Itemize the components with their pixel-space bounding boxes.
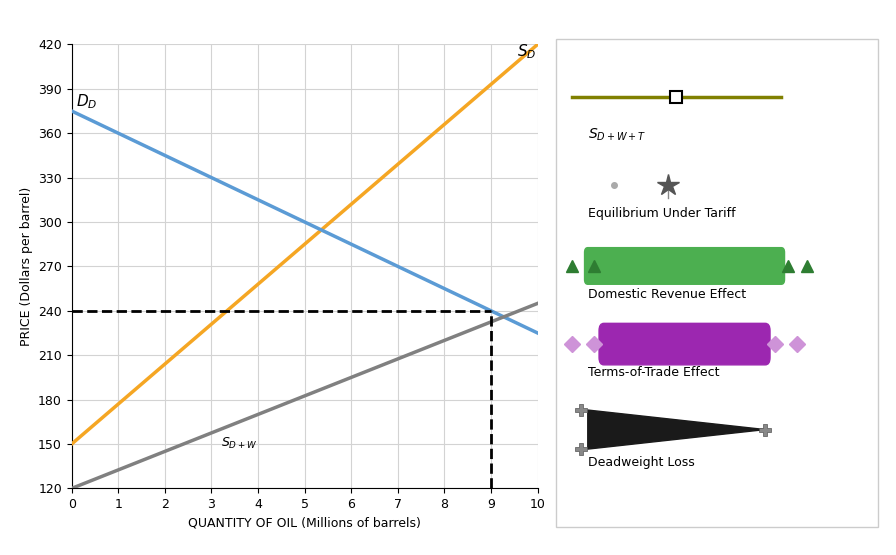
- Text: Deadweight Loss: Deadweight Loss: [588, 456, 694, 470]
- FancyBboxPatch shape: [584, 248, 785, 284]
- Text: Domestic Revenue Effect: Domestic Revenue Effect: [588, 288, 745, 301]
- FancyBboxPatch shape: [599, 324, 770, 365]
- Text: Equilibrium Under Tariff: Equilibrium Under Tariff: [588, 208, 736, 220]
- Polygon shape: [588, 410, 765, 449]
- Text: Terms-of-Trade Effect: Terms-of-Trade Effect: [588, 366, 719, 379]
- Y-axis label: PRICE (Dollars per barrel): PRICE (Dollars per barrel): [20, 187, 32, 346]
- Text: $S_{D+W}$: $S_{D+W}$: [220, 436, 257, 451]
- Text: $S_{D+W+T}$: $S_{D+W+T}$: [588, 127, 646, 143]
- Text: $S_D$: $S_D$: [517, 42, 536, 61]
- X-axis label: QUANTITY OF OIL (Millions of barrels): QUANTITY OF OIL (Millions of barrels): [188, 517, 421, 529]
- Text: $D_D$: $D_D$: [76, 93, 98, 111]
